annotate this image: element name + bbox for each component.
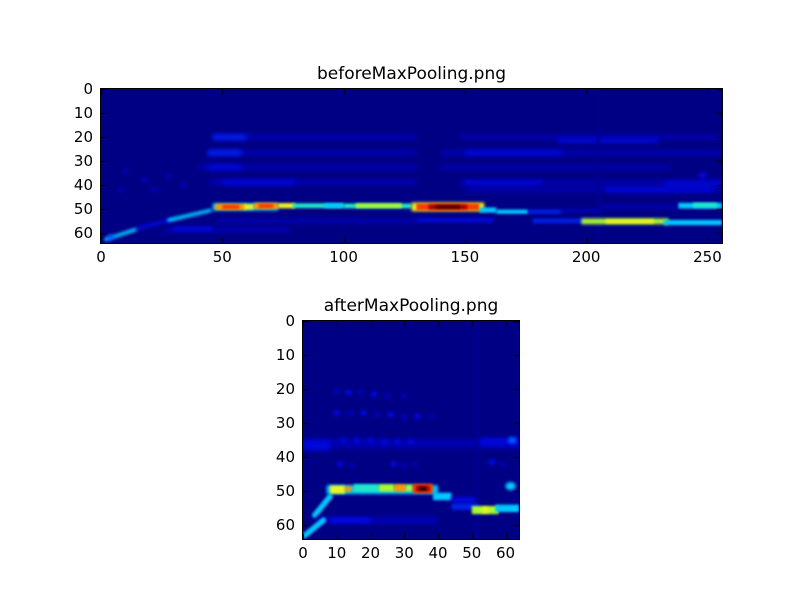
- y-tick-label: 20: [275, 380, 295, 399]
- y-tick-label: 0: [83, 80, 93, 98]
- heatmap-after-canvas: [303, 321, 519, 539]
- y-tick-label: 60: [73, 224, 93, 243]
- heatmap-before-canvas: [101, 89, 722, 243]
- x-tick-label: 0: [96, 248, 106, 266]
- y-tick-label: 60: [275, 516, 295, 535]
- x-tick-label: 10: [327, 544, 347, 562]
- y-tick-label: 20: [73, 128, 93, 147]
- plot-title-before: beforeMaxPooling.png: [316, 64, 507, 84]
- y-tick-label: 50: [275, 482, 295, 501]
- x-tick-label: 150: [450, 248, 480, 266]
- x-tick-label: 0: [298, 544, 308, 562]
- y-tick-label: 30: [275, 414, 295, 433]
- y-tick-label: 40: [73, 176, 93, 195]
- x-tick-label: 50: [212, 248, 232, 266]
- x-tick-label: 250: [693, 248, 722, 266]
- y-tick-label: 0: [285, 312, 295, 330]
- x-tick-label: 20: [360, 544, 381, 562]
- x-tick-label: 50: [462, 544, 482, 562]
- plot-title-after: afterMaxPooling.png: [323, 296, 499, 316]
- plot-before-maxpooling: beforeMaxPooling.png 0 50 100 150 200 250 0 10 2…: [74, 64, 723, 266]
- plot-after-maxpooling: afterMaxPooling.png 0 10 20 30 40 50 60 0 10 20 30…: [276, 296, 520, 562]
- y-tick-label: 40: [275, 448, 295, 467]
- x-tick-label: 100: [329, 248, 358, 266]
- y-tick-label: 50: [73, 200, 93, 219]
- y-tick-label: 10: [275, 346, 295, 365]
- x-tick-label: 60: [495, 544, 516, 562]
- x-tick-label: 200: [571, 248, 601, 266]
- y-tick-label: 10: [73, 104, 93, 123]
- y-tick-label: 30: [73, 152, 93, 171]
- x-tick-label: 40: [428, 544, 448, 562]
- x-tick-label: 30: [394, 544, 414, 562]
